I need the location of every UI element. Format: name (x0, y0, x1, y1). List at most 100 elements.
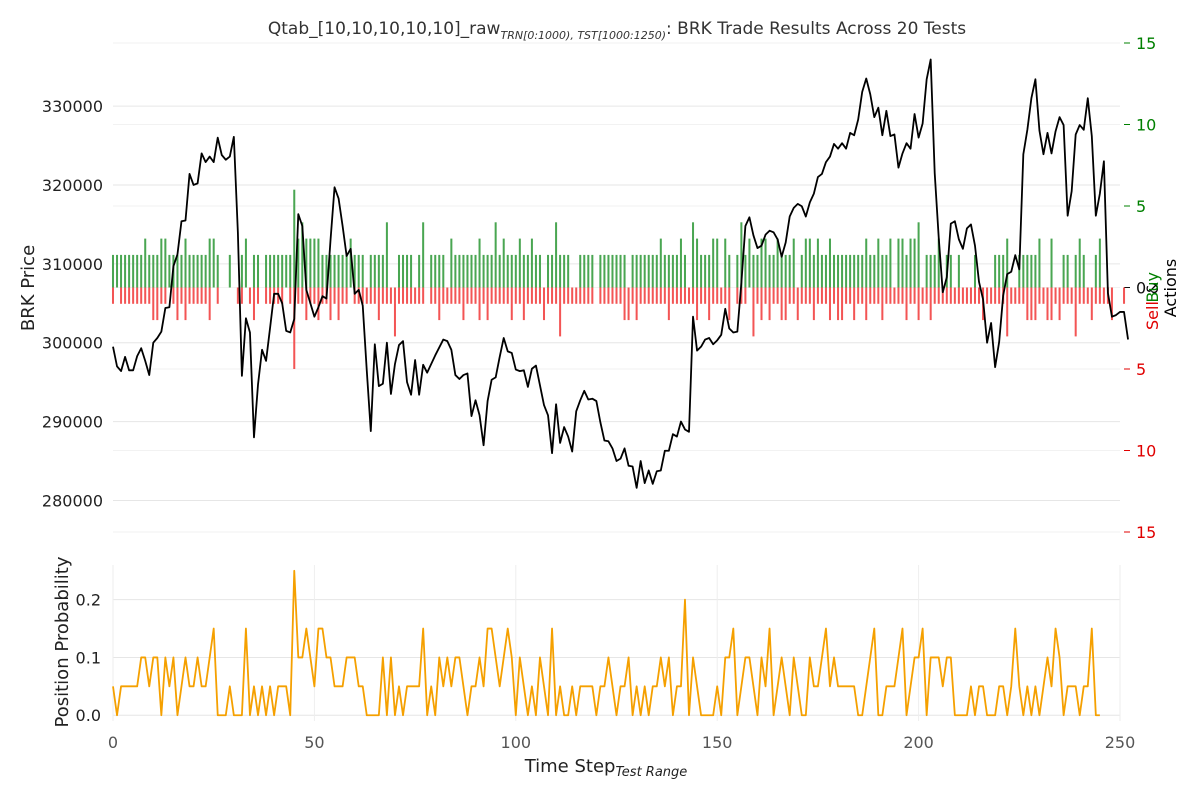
sell-bar (474, 287, 477, 304)
buy-bar (957, 254, 960, 288)
sell-bar (140, 287, 143, 304)
buy-bar (1018, 254, 1021, 288)
buy-bar (478, 238, 481, 288)
buy-bar (692, 222, 695, 288)
sell-bar (663, 287, 666, 304)
buy-bar (240, 254, 243, 288)
sell-bar (611, 287, 614, 304)
sell-bar (639, 287, 642, 304)
sell-bar (873, 287, 876, 304)
buy-bar (1074, 254, 1077, 288)
sell-bar (1086, 287, 1089, 304)
sell-bar (587, 287, 590, 304)
buy-bar (812, 254, 815, 288)
sell-bar (627, 287, 630, 321)
sell-bar (196, 287, 199, 304)
buy-bar (1078, 238, 1081, 288)
sell-bar (953, 287, 956, 304)
sell-bar (265, 287, 268, 304)
sell-bar (269, 287, 272, 304)
bottom-xtick-label: 50 (304, 733, 324, 752)
sell-bar (607, 287, 610, 304)
sell-bar (776, 287, 779, 304)
buy-bar (1002, 254, 1005, 288)
sell-bar (728, 287, 731, 321)
sell-bar (659, 287, 662, 304)
sell-bar (683, 287, 686, 304)
sell-bar (526, 287, 529, 304)
buy-bar (551, 254, 554, 288)
sell-bar (462, 287, 465, 321)
sell-bar (397, 287, 400, 304)
sell-bar (647, 287, 650, 304)
sell-bar (248, 287, 251, 304)
sell-bar (498, 287, 501, 304)
sell-bar (257, 287, 260, 304)
sell-bars (111, 287, 1126, 369)
buy-bar (587, 254, 590, 288)
buy-bar (833, 254, 836, 288)
sell-bar (192, 287, 195, 304)
top-y2tick-label: 5 (1136, 360, 1146, 379)
bottom-xlabel-main: Time Step (524, 756, 616, 777)
buy-bar (502, 238, 505, 288)
sell-bar (160, 287, 163, 304)
buy-bar (116, 254, 119, 288)
sell-bar (857, 287, 860, 304)
sell-bar (1123, 287, 1126, 304)
buy-bar (317, 238, 320, 288)
sell-bar (530, 287, 533, 304)
buy-bar (164, 238, 167, 288)
buy-bar (1098, 238, 1101, 288)
buy-bar (740, 222, 743, 288)
sell-bar (301, 287, 304, 304)
sell-bar (808, 287, 811, 304)
sell-bar (176, 287, 179, 321)
sell-bar (1082, 287, 1085, 304)
buy-bar (212, 238, 215, 288)
sell-bar (905, 287, 908, 321)
buy-bar (450, 238, 453, 288)
buy-bar (865, 238, 868, 288)
buy-bar (667, 254, 670, 288)
sell-bar (623, 287, 626, 321)
right-ylabel-actions: Actions (1161, 259, 1180, 317)
buy-bar (776, 238, 779, 288)
buy-bar (639, 254, 642, 288)
top-ytick-label: 320000 (42, 176, 103, 195)
buy-bar (994, 254, 997, 288)
sell-bar (841, 287, 844, 321)
buy-bar (1082, 254, 1085, 288)
buy-bar (369, 254, 372, 288)
sell-bar (889, 287, 892, 304)
buy-bar (486, 254, 489, 288)
buy-bar (518, 238, 521, 288)
buy-bar (816, 238, 819, 288)
sell-bar (1050, 287, 1053, 321)
sell-bar (744, 287, 747, 304)
buy-bar (756, 254, 759, 288)
sell-bar (692, 287, 695, 304)
top-ytick-label: 280000 (42, 491, 103, 510)
sell-bar (796, 287, 799, 321)
buy-bar (228, 254, 231, 288)
sell-bar (518, 287, 521, 304)
buy-bar (526, 254, 529, 288)
chart-title-suffix: : BRK Trade Results Across 20 Tests (666, 19, 966, 39)
sell-bar (998, 287, 1001, 304)
sell-bar (402, 287, 405, 304)
buy-bar (824, 254, 827, 288)
sell-bar (252, 287, 255, 321)
sell-bar (784, 287, 787, 321)
sell-bar (824, 287, 827, 304)
sell-bar (478, 287, 481, 321)
sell-bar (240, 287, 243, 304)
bottom-xtick-label: 200 (903, 733, 934, 752)
sell-bar (978, 287, 981, 304)
buy-bar (293, 189, 296, 288)
buy-bar (792, 238, 795, 288)
buy-bar (538, 254, 541, 288)
buy-bar (244, 238, 247, 288)
buy-bar (631, 254, 634, 288)
bottom-xtick-label: 150 (702, 733, 733, 752)
